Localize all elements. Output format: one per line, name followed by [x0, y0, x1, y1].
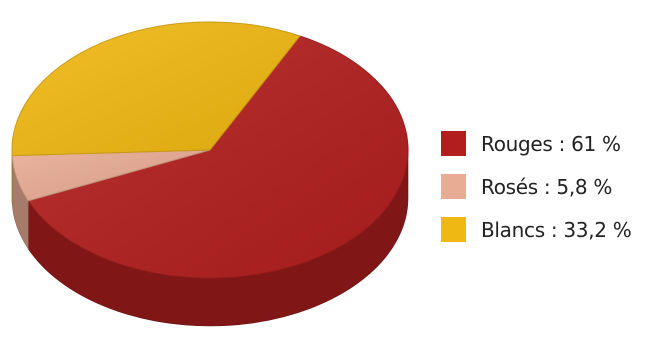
legend-swatch-rouges [441, 131, 466, 156]
legend-item-blancs: Blancs : 33,2 % [441, 208, 646, 251]
legend-label-rouges: Rouges : 61 % [481, 131, 621, 156]
pie-slice-shade-roses [12, 150, 210, 201]
legend-swatch-blancs [441, 217, 466, 242]
legend-label-blancs: Blancs : 33,2 % [481, 217, 632, 242]
legend: Rouges : 61 % Rosés : 5,8 % Blancs : 33,… [441, 122, 646, 251]
legend-swatch-roses [441, 174, 466, 199]
legend-item-roses: Rosés : 5,8 % [441, 165, 646, 208]
pie-slice-shade-rouges [28, 35, 409, 279]
pie-slice-shade-blancs [12, 21, 300, 156]
legend-item-rouges: Rouges : 61 % [441, 122, 646, 165]
legend-label-roses: Rosés : 5,8 % [481, 174, 613, 199]
